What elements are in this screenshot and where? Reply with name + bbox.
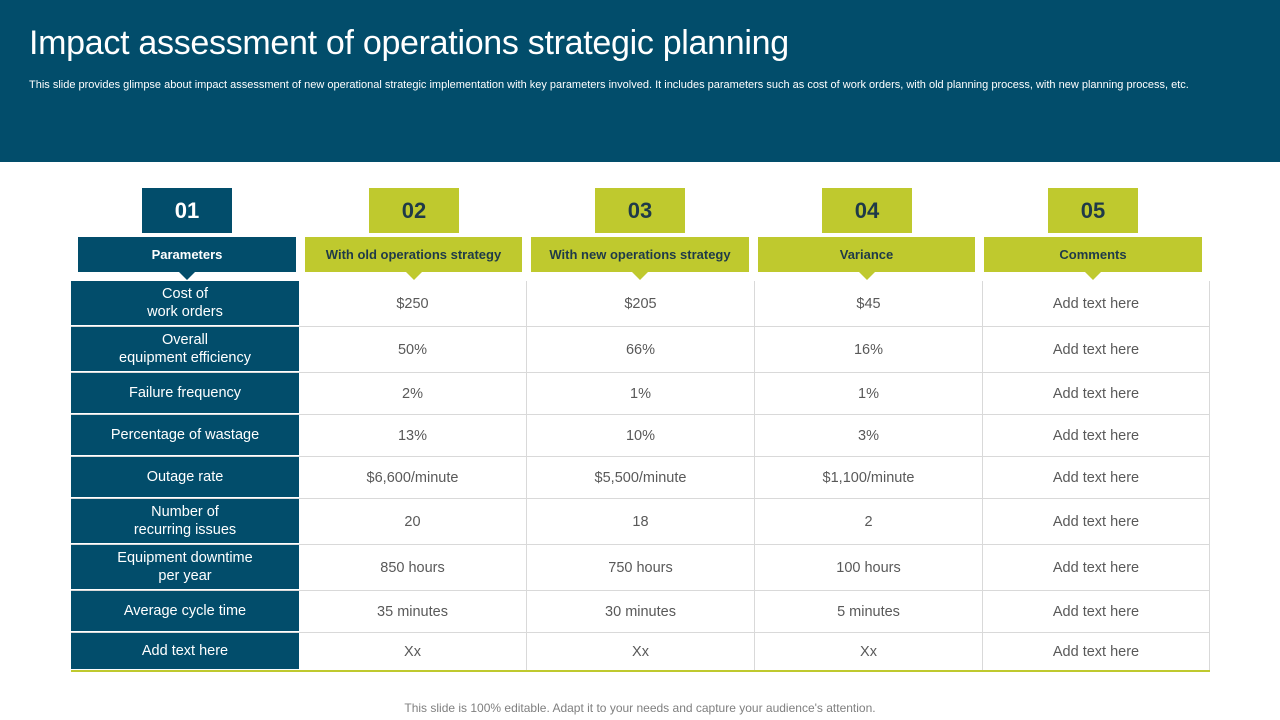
page-subtitle: This slide provides glimpse about impact… bbox=[29, 79, 1189, 91]
row-parameter: Failure frequency bbox=[71, 373, 299, 414]
column-number-2: 02 bbox=[369, 188, 459, 233]
assessment-table: Cost of work orders $250 $205 $45 Add te… bbox=[71, 281, 1210, 672]
footer-note: This slide is 100% editable. Adapt it to… bbox=[404, 701, 876, 715]
column-number-3: 03 bbox=[595, 188, 685, 233]
cell-comment: Add text here bbox=[983, 281, 1210, 326]
cell-comment: Add text here bbox=[983, 457, 1210, 498]
cell-old: Xx bbox=[299, 633, 527, 670]
table-row: Cost of work orders $250 $205 $45 Add te… bbox=[71, 281, 1210, 327]
page-title: Impact assessment of operations strategi… bbox=[29, 24, 789, 62]
cell-variance: 100 hours bbox=[755, 545, 983, 590]
table-row: Overall equipment efficiency 50% 66% 16%… bbox=[71, 327, 1210, 373]
cell-variance: Xx bbox=[755, 633, 983, 670]
cell-variance: 2 bbox=[755, 499, 983, 544]
cell-new: 18 bbox=[527, 499, 755, 544]
column-header-variance: Variance bbox=[758, 237, 975, 280]
cell-old: 50% bbox=[299, 327, 527, 372]
column-header-comments: Comments bbox=[984, 237, 1202, 280]
table-row: Add text here Xx Xx Xx Add text here bbox=[71, 633, 1210, 670]
cell-variance: 5 minutes bbox=[755, 591, 983, 632]
cell-old: 850 hours bbox=[299, 545, 527, 590]
cell-comment: Add text here bbox=[983, 499, 1210, 544]
row-parameter: Number of recurring issues bbox=[71, 499, 299, 544]
row-parameter: Add text here bbox=[71, 633, 299, 670]
cell-new: $205 bbox=[527, 281, 755, 326]
cell-variance: $45 bbox=[755, 281, 983, 326]
cell-new: $5,500/minute bbox=[527, 457, 755, 498]
cell-old: 13% bbox=[299, 415, 527, 456]
cell-old: 2% bbox=[299, 373, 527, 414]
table-row: Percentage of wastage 13% 10% 3% Add tex… bbox=[71, 415, 1210, 457]
column-header-old-strategy: With old operations strategy bbox=[305, 237, 522, 280]
cell-comment: Add text here bbox=[983, 373, 1210, 414]
cell-new: Xx bbox=[527, 633, 755, 670]
row-parameter: Outage rate bbox=[71, 457, 299, 498]
cell-new: 30 minutes bbox=[527, 591, 755, 632]
cell-variance: 3% bbox=[755, 415, 983, 456]
cell-new: 750 hours bbox=[527, 545, 755, 590]
row-parameter: Cost of work orders bbox=[71, 281, 299, 326]
column-number-4: 04 bbox=[822, 188, 912, 233]
table-row: Failure frequency 2% 1% 1% Add text here bbox=[71, 373, 1210, 415]
table-row: Average cycle time 35 minutes 30 minutes… bbox=[71, 591, 1210, 633]
cell-comment: Add text here bbox=[983, 415, 1210, 456]
cell-old: $6,600/minute bbox=[299, 457, 527, 498]
row-parameter: Average cycle time bbox=[71, 591, 299, 632]
table-row: Number of recurring issues 20 18 2 Add t… bbox=[71, 499, 1210, 545]
column-header-parameters: Parameters bbox=[78, 237, 296, 280]
cell-comment: Add text here bbox=[983, 633, 1210, 670]
header-banner: Impact assessment of operations strategi… bbox=[0, 0, 1280, 162]
column-number-5: 05 bbox=[1048, 188, 1138, 233]
cell-variance: 1% bbox=[755, 373, 983, 414]
cell-comment: Add text here bbox=[983, 545, 1210, 590]
row-parameter: Equipment downtime per year bbox=[71, 545, 299, 590]
cell-old: 20 bbox=[299, 499, 527, 544]
cell-variance: 16% bbox=[755, 327, 983, 372]
column-header-new-strategy: With new operations strategy bbox=[531, 237, 749, 280]
cell-old: $250 bbox=[299, 281, 527, 326]
cell-old: 35 minutes bbox=[299, 591, 527, 632]
row-parameter: Percentage of wastage bbox=[71, 415, 299, 456]
cell-new: 66% bbox=[527, 327, 755, 372]
cell-comment: Add text here bbox=[983, 327, 1210, 372]
row-parameter: Overall equipment efficiency bbox=[71, 327, 299, 372]
column-number-1: 01 bbox=[142, 188, 232, 233]
cell-comment: Add text here bbox=[983, 591, 1210, 632]
cell-variance: $1,100/minute bbox=[755, 457, 983, 498]
table-row: Outage rate $6,600/minute $5,500/minute … bbox=[71, 457, 1210, 499]
cell-new: 10% bbox=[527, 415, 755, 456]
cell-new: 1% bbox=[527, 373, 755, 414]
table-row: Equipment downtime per year 850 hours 75… bbox=[71, 545, 1210, 591]
